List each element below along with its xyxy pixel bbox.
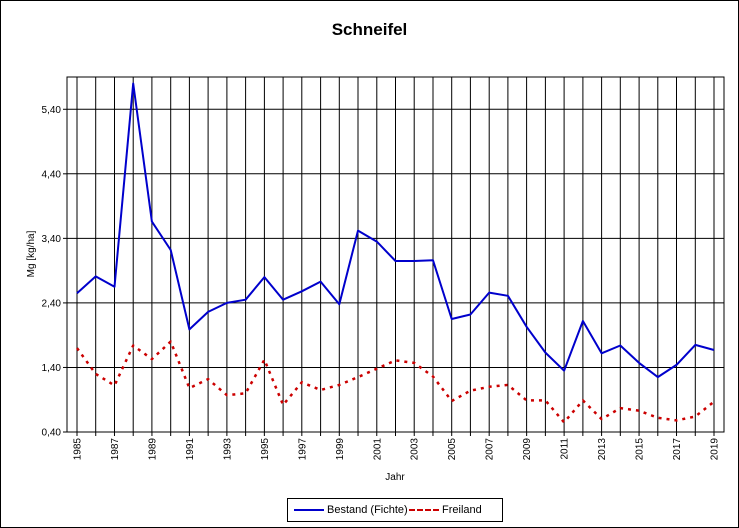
legend-item-freiland: Freiland	[409, 503, 482, 517]
x-tick-label: 2011	[560, 438, 571, 460]
legend-swatch-bestand	[294, 509, 324, 511]
x-tick-label: 1993	[222, 438, 233, 461]
legend-label-bestand: Bestand (Fichte)	[327, 504, 408, 516]
x-tick-label: 1987	[110, 438, 121, 461]
x-tick-label: 2003	[410, 438, 421, 461]
x-tick-label: 2007	[485, 438, 496, 461]
legend-label-freiland: Freiland	[442, 504, 482, 516]
x-tick-label: 2013	[597, 438, 608, 461]
chart-title: Schneifel	[331, 20, 408, 39]
x-tick-label: 2001	[372, 438, 383, 461]
x-tick-label: 1991	[185, 438, 196, 461]
series-line-bestand	[76, 82, 715, 379]
y-tick-label: 1,40	[42, 363, 62, 374]
x-tick-label: 1985	[73, 438, 84, 461]
x-axis-label: Jahr	[385, 472, 405, 483]
legend-swatch-freiland	[409, 509, 439, 511]
series-lines	[75, 82, 715, 424]
x-tick-label: 1989	[147, 438, 158, 461]
y-tick-label: 5,40	[42, 105, 62, 116]
x-tick-label: 1995	[260, 438, 271, 461]
y-tick-label: 3,40	[42, 234, 62, 245]
legend-item-bestand: Bestand (Fichte)	[294, 503, 408, 517]
y-axis-label: Mg [kg/ha]	[26, 230, 37, 277]
gridlines	[67, 77, 724, 433]
x-tick-label: 2019	[710, 438, 721, 461]
x-tick-label: 2005	[447, 438, 458, 461]
x-tick-label: 2009	[522, 438, 533, 461]
x-tick-label: 1999	[335, 438, 346, 461]
legend: Bestand (Fichte) Freiland	[287, 498, 503, 522]
x-tick-label: 2015	[635, 438, 646, 461]
y-tick-label: 0,40	[42, 428, 62, 439]
series-line-freiland	[75, 340, 715, 424]
x-axis-ticks: 1985 1987 1989 1991 1993 1995 1997 1999 2001 2003…	[73, 432, 721, 460]
x-tick-label: 2017	[672, 438, 683, 461]
y-tick-label: 4,40	[42, 169, 62, 180]
x-tick-label: 1997	[297, 438, 308, 461]
y-tick-label: 2,40	[42, 298, 62, 309]
y-axis-ticks: 0,40 1,40 2,40 3,40 4,40 5,40	[42, 105, 67, 439]
